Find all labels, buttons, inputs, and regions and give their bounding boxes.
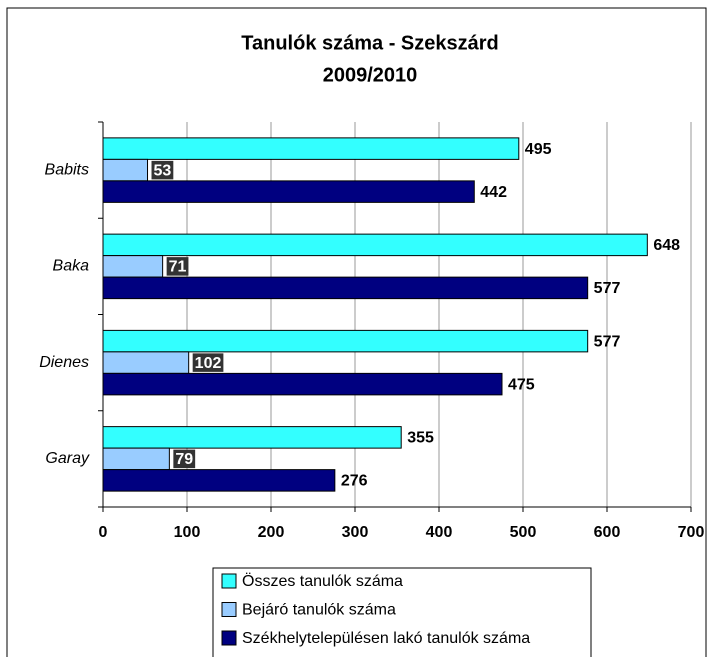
x-tick-label: 0 [99, 524, 108, 541]
value-label-bg [192, 353, 224, 372]
value-label-bg [166, 257, 189, 276]
x-tick-label: 700 [678, 524, 705, 541]
y-tick-label: Baka [53, 258, 90, 275]
x-tick-label: 600 [594, 524, 621, 541]
x-tick-label: 200 [258, 524, 285, 541]
bar [102, 255, 164, 278]
value-label: 495 [525, 141, 552, 158]
legend-label: Székhelytelepülésen lakó tanulók száma [242, 630, 530, 647]
y-tick-label: Babits [45, 161, 89, 178]
chart-title: Tanulók száma - Szekszárd [241, 32, 499, 54]
x-tick-label: 500 [510, 524, 537, 541]
value-label: 276 [341, 473, 368, 490]
bar [102, 351, 190, 374]
value-label: 102 [195, 355, 222, 372]
value-label: 355 [407, 430, 434, 447]
bar [102, 276, 589, 300]
bar [102, 447, 170, 471]
legend-box [212, 567, 592, 657]
value-label: 442 [480, 184, 507, 201]
bar [102, 469, 336, 492]
y-tick-label: Garay [45, 450, 90, 467]
legend-swatch [221, 630, 237, 646]
value-label: 648 [653, 237, 680, 254]
value-label: 577 [594, 280, 621, 297]
bar [102, 180, 475, 203]
legend-label: Bejáró tanulók száma [242, 602, 396, 619]
bar [102, 158, 149, 182]
x-tick-label: 100 [174, 524, 201, 541]
chart-subtitle: 2009/2010 [323, 64, 418, 86]
value-label-bg [173, 449, 196, 469]
value-label: 53 [154, 162, 172, 179]
x-tick-label: 400 [426, 524, 453, 541]
bar [102, 233, 648, 257]
y-tick-label: Dienes [39, 354, 89, 371]
bar [102, 329, 589, 353]
bar [102, 426, 402, 449]
bar [102, 372, 503, 396]
legend-swatch [221, 573, 237, 589]
legend-swatch [221, 602, 237, 617]
value-label: 577 [594, 333, 621, 350]
value-label: 71 [169, 259, 187, 276]
bar [102, 137, 520, 160]
value-label: 475 [508, 376, 535, 393]
value-label-bg [151, 160, 174, 180]
legend-label: Összes tanulók száma [242, 572, 403, 590]
x-tick-label: 300 [342, 524, 369, 541]
value-label: 79 [175, 451, 193, 468]
